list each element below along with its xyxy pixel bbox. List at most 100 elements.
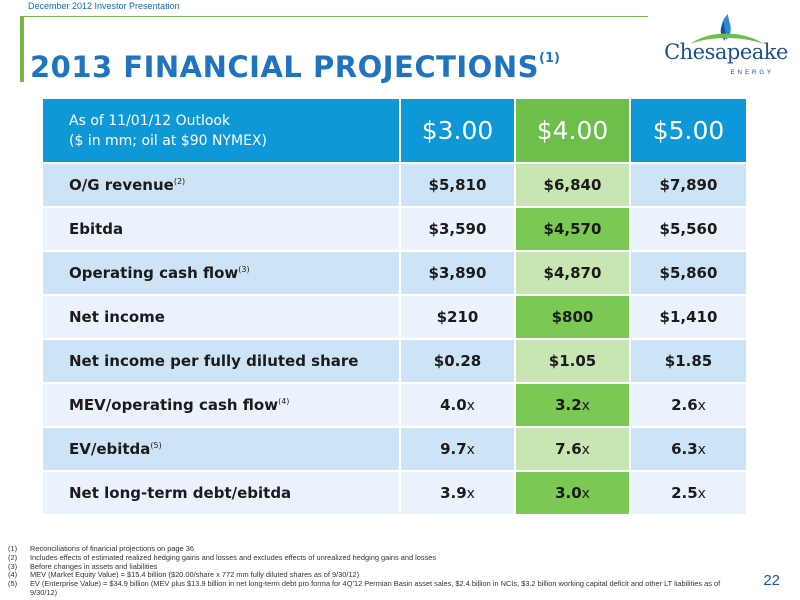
cell-value: 3.0: [555, 484, 582, 502]
cell-value: 3.2: [555, 396, 582, 414]
row-label-text: EV/ebitda: [69, 440, 151, 458]
multiple-suffix: x: [466, 442, 475, 458]
row-label-note: (3): [238, 265, 250, 274]
logo-subtitle: ENERGY: [730, 70, 774, 76]
table-cell: 2.5x: [630, 471, 746, 516]
table-cell: $1,410: [630, 295, 746, 340]
footnote-text: Includes effects of estimated realized h…: [30, 552, 437, 562]
table-cell: $0.28: [400, 339, 516, 384]
multiple-suffix: x: [697, 398, 706, 414]
page-title: 2013 FINANCIAL PROJECTIONS(1): [30, 50, 560, 84]
table-row: Operating cash flow(3) $3,890 $4,870 $5,…: [43, 251, 746, 296]
footnote-text: Reconciliations of financial projections…: [30, 544, 194, 553]
row-label-text: O/G revenue: [69, 176, 174, 194]
page-number: 22: [763, 572, 780, 589]
logo-wordmark: Chesapeake: [664, 40, 788, 64]
table-row: EV/ebitda(5) 9.7x 7.6x 6.3x: [43, 427, 746, 472]
table-cell: $5,860: [630, 251, 746, 296]
multiple-suffix: x: [466, 398, 475, 414]
row-label: EV/ebitda(5): [43, 427, 401, 472]
footnotes: (1) Reconciliations of financial projecti…: [8, 544, 728, 598]
cell-value: 6.3: [671, 440, 698, 458]
financial-projections-table: As of 11/01/12 Outlook ($ in mm; oil at …: [43, 99, 746, 516]
table-cell: $210: [400, 295, 516, 340]
multiple-suffix: x: [581, 442, 590, 458]
row-label: Net income per fully diluted share: [43, 339, 401, 384]
multiple-suffix: x: [581, 398, 590, 414]
footnote: (3) Before changes in assets and liabilit…: [8, 561, 728, 572]
row-label-text: Net income per fully diluted share: [69, 352, 359, 370]
cell-value: 4.0: [440, 396, 467, 414]
table-cell: $7,890: [630, 163, 746, 208]
row-label-text: MEV/operating cash flow: [69, 396, 279, 414]
table-cell: 4.0x: [400, 383, 516, 428]
cell-value: 2.5: [671, 484, 698, 502]
row-label: Ebitda: [43, 207, 401, 252]
multiple-suffix: x: [697, 442, 706, 458]
multiple-suffix: x: [581, 486, 590, 502]
row-label-note: (4): [278, 397, 290, 406]
footnote-text: EV (Enterprise Value) = $34.9 billion (M…: [30, 579, 721, 597]
table-row: Net income $210 $800 $1,410: [43, 295, 746, 340]
row-label-text: Net long-term debt/ebitda: [69, 484, 292, 502]
footnote-text: MEV (Market Equity Value) = $15.4 billio…: [30, 570, 360, 580]
row-label-text: Operating cash flow: [69, 264, 239, 282]
header-divider: [20, 16, 648, 17]
row-label: Net income: [43, 295, 401, 340]
table-cell: $3,890: [400, 251, 516, 296]
header-line-1: As of 11/01/12 Outlook: [69, 112, 231, 129]
footnote-number: (3): [8, 561, 18, 571]
footnote-number: (2): [8, 552, 18, 562]
row-label: Net long-term debt/ebitda: [43, 471, 401, 516]
table-header-row: As of 11/01/12 Outlook ($ in mm; oil at …: [43, 99, 746, 164]
row-label: MEV/operating cash flow(4): [43, 383, 401, 428]
table-cell: $1.85: [630, 339, 746, 384]
company-logo: Chesapeake ENERGY: [660, 10, 792, 90]
price-column-header: $3.00: [400, 99, 516, 164]
table-cell: 3.9x: [400, 471, 516, 516]
presentation-label: December 2012 Investor Presentation: [28, 1, 180, 11]
table-cell: $5,560: [630, 207, 746, 252]
table-cell: 3.0x: [515, 471, 631, 516]
table-row: Ebitda $3,590 $4,570 $5,560: [43, 207, 746, 252]
multiple-suffix: x: [466, 486, 475, 502]
header-line-2: ($ in mm; oil at $90 NYMEX): [69, 132, 267, 149]
price-column-header: $5.00: [630, 99, 746, 164]
footnote-number: (1): [8, 544, 18, 553]
footnote-number: (4): [8, 570, 18, 580]
footnote: (2) Includes effects of estimated realize…: [8, 552, 728, 563]
table-cell: 3.2x: [515, 383, 631, 428]
price-column-header: $4.00: [515, 99, 631, 164]
table-cell: 7.6x: [515, 427, 631, 472]
cell-value: 3.9: [440, 484, 467, 502]
cell-value: 2.6: [671, 396, 698, 414]
page-title-text: 2013 FINANCIAL PROJECTIONS: [30, 50, 539, 84]
table-header-label: As of 11/01/12 Outlook ($ in mm; oil at …: [43, 99, 401, 164]
flame-logo-icon: [690, 14, 764, 44]
multiple-suffix: x: [697, 486, 706, 502]
table-cell: $6,840: [515, 163, 631, 208]
table-row: MEV/operating cash flow(4) 4.0x 3.2x 2.6…: [43, 383, 746, 428]
table-cell: 6.3x: [630, 427, 746, 472]
row-label-note: (5): [150, 441, 162, 450]
table-cell: 9.7x: [400, 427, 516, 472]
footnote: (1) Reconciliations of financial projecti…: [8, 544, 728, 554]
row-label-note: (2): [173, 177, 186, 186]
table-cell: 2.6x: [630, 383, 746, 428]
footnote-number: (5): [8, 579, 18, 589]
table-cell: $3,590: [400, 207, 516, 252]
table-cell: $5,810: [400, 163, 516, 208]
table-cell: $4,570: [515, 207, 631, 252]
table-row: Net long-term debt/ebitda 3.9x 3.0x 2.5x: [43, 471, 746, 516]
row-label: Operating cash flow(3): [43, 251, 401, 296]
footnote: (5) EV (Enterprise Value) = $34.9 billion…: [8, 579, 728, 598]
table-cell: $1.05: [515, 339, 631, 384]
row-label: O/G revenue(2): [43, 163, 401, 208]
row-label-text: Net income: [69, 308, 165, 326]
footnote-text: Before changes in assets and liabilities: [30, 561, 158, 571]
footnote: (4) MEV (Market Equity Value) = $15.4 bil…: [8, 571, 728, 580]
row-label-text: Ebitda: [69, 220, 124, 238]
page-title-note: (1): [539, 51, 560, 66]
cell-value: 7.6: [555, 440, 582, 458]
cell-value: 9.7: [440, 440, 467, 458]
